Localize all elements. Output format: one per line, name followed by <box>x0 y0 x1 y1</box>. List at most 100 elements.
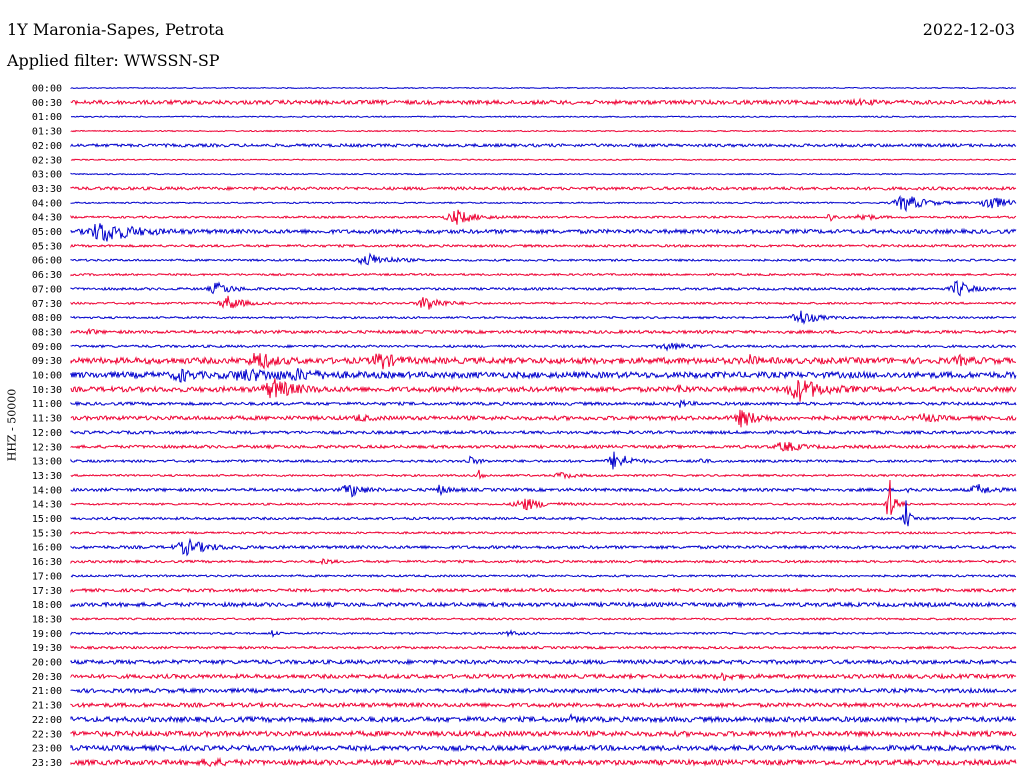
filter-label: Applied filter: WWSSN-SP <box>7 51 220 70</box>
trace-row <box>70 209 1017 225</box>
row-time-label: 19:00 <box>32 629 62 640</box>
trace-row <box>70 252 1017 266</box>
row-time-label: 04:00 <box>32 198 62 209</box>
trace-row <box>70 743 1017 753</box>
trace-row <box>70 279 1017 297</box>
row-time-label: 18:00 <box>32 600 62 611</box>
trace-row <box>70 115 1017 119</box>
row-time-label: 05:30 <box>32 241 62 252</box>
row-time-label: 20:00 <box>32 658 62 669</box>
trace-row <box>70 352 1017 370</box>
row-time-label: 01:00 <box>32 112 62 123</box>
trace-row <box>70 398 1017 408</box>
trace-row <box>70 429 1017 436</box>
row-time-label: 02:30 <box>32 155 62 166</box>
row-time-label: 23:00 <box>32 744 62 755</box>
row-time-label: 14:30 <box>32 500 62 511</box>
trace-row <box>70 644 1017 650</box>
row-time-label: 02:00 <box>32 141 62 152</box>
row-time-label: 11:30 <box>32 414 62 425</box>
row-time-label: 01:30 <box>32 127 62 138</box>
row-time-label: 08:00 <box>32 313 62 324</box>
row-time-label: 00:30 <box>32 98 62 109</box>
row-time-label: 10:30 <box>32 385 62 396</box>
row-time-label: 00:00 <box>32 84 62 95</box>
trace-row <box>70 86 1017 90</box>
trace-row <box>70 295 1017 310</box>
trace-row <box>70 686 1017 695</box>
trace-row <box>70 342 1017 352</box>
trace-row <box>70 327 1017 336</box>
trace-row <box>70 479 1017 515</box>
trace-row <box>70 469 1017 480</box>
row-time-label: 06:00 <box>32 256 62 267</box>
row-time-label: 07:00 <box>32 284 62 295</box>
row-time-label: 15:00 <box>32 514 62 525</box>
row-time-label: 15:30 <box>32 528 62 539</box>
row-time-label: 21:00 <box>32 686 62 697</box>
row-time-label: 23:30 <box>32 758 62 769</box>
trace-row <box>70 616 1017 621</box>
row-time-label: 04:30 <box>32 213 62 224</box>
trace-row <box>70 530 1017 535</box>
row-time-label: 16:30 <box>32 557 62 568</box>
row-time-label: 20:30 <box>32 672 62 683</box>
trace-row <box>70 272 1017 277</box>
trace-row <box>70 97 1017 107</box>
trace-row <box>70 223 1017 242</box>
trace-row <box>70 367 1017 383</box>
row-time-label: 03:00 <box>32 170 62 181</box>
date-label: 2022-12-03 <box>922 20 1015 39</box>
trace-row <box>70 142 1017 149</box>
row-time-label: 14:00 <box>32 485 62 496</box>
row-time-label: 11:00 <box>32 399 62 410</box>
trace-row <box>70 451 1017 470</box>
trace-row <box>70 600 1017 609</box>
row-time-label: 19:30 <box>32 643 62 654</box>
row-time-label: 17:00 <box>32 571 62 582</box>
trace-row <box>70 172 1017 176</box>
trace-row <box>70 672 1017 682</box>
row-time-label: 10:00 <box>32 371 62 382</box>
row-time-label: 13:30 <box>32 471 62 482</box>
row-time-label: 22:30 <box>32 729 62 740</box>
trace-row <box>70 500 1017 527</box>
trace-row <box>70 129 1017 133</box>
trace-row <box>70 701 1017 709</box>
row-time-label: 17:30 <box>32 586 62 597</box>
row-time-label: 08:30 <box>32 327 62 338</box>
trace-row <box>70 658 1017 666</box>
row-time-label: 18:30 <box>32 614 62 625</box>
station-title: 1Y Maronia-Sapes, Petrota <box>7 20 225 39</box>
row-time-label: 22:00 <box>32 715 62 726</box>
trace-row <box>70 243 1017 249</box>
trace-row <box>70 729 1017 739</box>
trace-row <box>70 409 1017 428</box>
row-time-label: 16:00 <box>32 543 62 554</box>
trace-row <box>70 558 1017 566</box>
row-time-label: 12:00 <box>32 428 62 439</box>
row-time-label: 21:30 <box>32 701 62 712</box>
trace-row <box>70 378 1017 402</box>
trace-row <box>70 158 1017 162</box>
row-time-label: 09:00 <box>32 342 62 353</box>
trace-row <box>70 756 1017 768</box>
row-time-label: 12:30 <box>32 442 62 453</box>
trace-row <box>70 441 1017 452</box>
trace-row <box>70 573 1017 578</box>
trace-row <box>70 310 1017 325</box>
trace-row <box>70 629 1017 639</box>
row-time-label: 06:30 <box>32 270 62 281</box>
trace-row <box>70 587 1017 594</box>
row-time-label: 05:00 <box>32 227 62 238</box>
trace-row <box>70 712 1016 724</box>
row-time-label: 03:30 <box>32 184 62 195</box>
row-time-label: 13:00 <box>32 457 62 468</box>
trace-row <box>70 537 1017 557</box>
row-time-label: 09:30 <box>32 356 62 367</box>
trace-row <box>70 195 1017 213</box>
trace-row <box>70 185 1017 192</box>
trace-row <box>70 484 1017 498</box>
row-time-label: 07:30 <box>32 299 62 310</box>
